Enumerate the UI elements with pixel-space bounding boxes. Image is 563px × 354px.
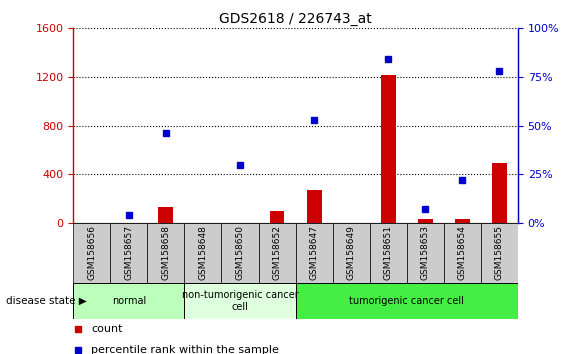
Text: GSM158652: GSM158652 — [272, 225, 282, 280]
Text: count: count — [91, 324, 123, 334]
Text: GSM158647: GSM158647 — [310, 225, 319, 280]
Bar — [370, 223, 406, 283]
Bar — [73, 223, 110, 283]
Text: normal: normal — [111, 296, 146, 306]
Text: GSM158648: GSM158648 — [198, 225, 207, 280]
Text: GSM158653: GSM158653 — [421, 225, 430, 280]
Bar — [381, 75, 396, 223]
Bar — [296, 283, 518, 319]
Bar — [418, 219, 433, 223]
Text: GSM158650: GSM158650 — [235, 225, 244, 280]
Text: GSM158649: GSM158649 — [347, 225, 356, 280]
Bar — [455, 219, 470, 223]
Bar — [406, 223, 444, 283]
Text: GSM158655: GSM158655 — [495, 225, 504, 280]
Bar — [307, 189, 321, 223]
Bar — [73, 283, 185, 319]
Bar — [270, 211, 284, 223]
Bar — [492, 164, 507, 223]
Bar — [221, 223, 258, 283]
Bar — [148, 223, 185, 283]
Bar — [444, 223, 481, 283]
Text: tumorigenic cancer cell: tumorigenic cancer cell — [349, 296, 464, 306]
Bar — [158, 207, 173, 223]
Text: non-tumorigenic cancer
cell: non-tumorigenic cancer cell — [182, 290, 298, 312]
Bar — [110, 223, 148, 283]
Bar — [333, 223, 370, 283]
Bar — [296, 223, 333, 283]
Text: GSM158656: GSM158656 — [87, 225, 96, 280]
Text: GSM158658: GSM158658 — [162, 225, 171, 280]
Text: GSM158657: GSM158657 — [124, 225, 133, 280]
Bar — [185, 223, 221, 283]
Text: percentile rank within the sample: percentile rank within the sample — [91, 346, 279, 354]
Title: GDS2618 / 226743_at: GDS2618 / 226743_at — [219, 12, 372, 26]
Bar — [258, 223, 296, 283]
Bar — [185, 283, 296, 319]
Text: GSM158651: GSM158651 — [384, 225, 393, 280]
Text: GSM158654: GSM158654 — [458, 225, 467, 280]
Text: disease state ▶: disease state ▶ — [6, 296, 86, 306]
Bar — [481, 223, 518, 283]
